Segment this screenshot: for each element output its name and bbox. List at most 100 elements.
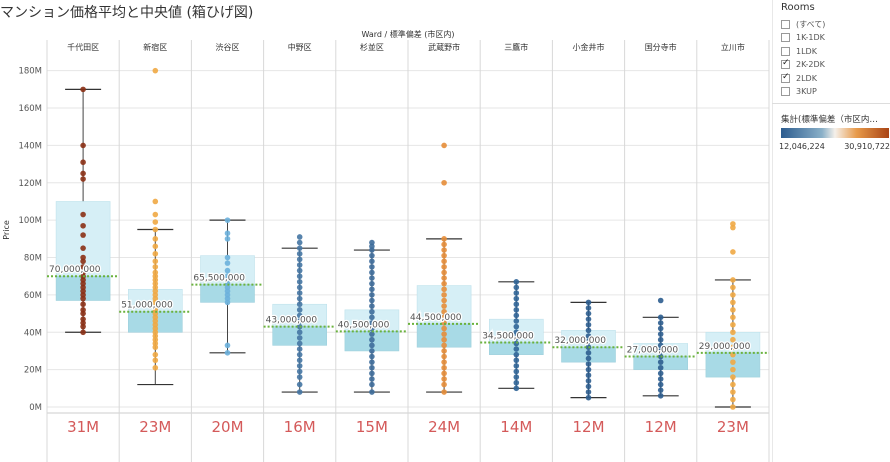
data-point	[585, 333, 592, 339]
data-point	[585, 372, 592, 379]
rooms-option[interactable]: 2K-2DK	[781, 58, 825, 71]
data-point	[296, 351, 303, 358]
data-point	[585, 316, 592, 322]
data-point	[441, 292, 447, 298]
rooms-option[interactable]: 1LDK	[781, 45, 817, 57]
color-legend-title: 集計(標準偏差（市区内…	[781, 115, 878, 125]
data-point	[369, 269, 375, 276]
data-point	[585, 355, 592, 362]
data-point	[296, 245, 303, 251]
data-point	[152, 67, 159, 74]
data-point	[80, 170, 86, 177]
data-point	[224, 217, 231, 223]
data-point	[730, 359, 736, 365]
data-point	[730, 224, 736, 231]
box-plot-chart: Ward / 標準偏差 (市区内) 0M 20M 40M 60M 80M 100M 120M 1…	[2, 29, 770, 462]
data-point	[441, 308, 447, 315]
y-tick-label: 80M	[24, 254, 42, 264]
std-label: 16M	[284, 418, 316, 436]
data-point	[296, 389, 303, 395]
data-point	[224, 254, 231, 261]
data-point	[152, 351, 159, 358]
std-label: 15M	[356, 418, 388, 436]
checkbox[interactable]	[781, 19, 790, 29]
rooms-option-label: (すべて)	[796, 19, 826, 29]
checkbox[interactable]	[781, 58, 790, 69]
data-point	[369, 247, 375, 253]
data-point	[369, 286, 375, 293]
data-point	[152, 236, 159, 242]
data-point	[369, 348, 375, 354]
data-point	[296, 340, 303, 347]
data-point	[80, 323, 86, 330]
ward-header: 小金井市	[573, 42, 605, 52]
data-point	[730, 374, 736, 380]
data-point	[657, 320, 664, 326]
data-point	[730, 307, 736, 313]
data-point	[657, 376, 664, 382]
data-point	[441, 314, 447, 321]
data-point	[441, 179, 447, 186]
data-point	[513, 385, 520, 392]
data-point	[369, 376, 375, 382]
data-point	[296, 374, 303, 380]
data-point	[441, 325, 447, 332]
column-header: Ward / 標準偏差 (市区内)	[361, 29, 454, 39]
checkbox[interactable]	[781, 33, 790, 42]
data-point	[369, 308, 375, 315]
data-point	[152, 258, 159, 265]
data-point	[441, 389, 447, 395]
data-point	[657, 331, 664, 337]
data-point	[369, 292, 375, 298]
rooms-option-label: 2LDK	[796, 73, 817, 83]
data-point	[657, 387, 664, 393]
data-point	[369, 303, 375, 309]
data-point	[730, 336, 736, 343]
rooms-filter-title: Rooms	[781, 2, 815, 13]
data-point	[730, 404, 736, 410]
data-point	[296, 239, 303, 246]
data-point	[224, 299, 231, 306]
y-axis-label: Price	[2, 220, 11, 240]
data-point	[513, 312, 520, 319]
data-point	[585, 299, 592, 306]
rooms-option[interactable]: 3KUP	[781, 86, 817, 98]
data-point	[441, 252, 447, 259]
data-point	[441, 342, 447, 349]
data-point	[441, 241, 447, 248]
data-point	[441, 247, 447, 253]
data-point	[369, 364, 375, 371]
rooms-option[interactable]: 2LDK	[781, 72, 817, 84]
data-point	[152, 357, 159, 364]
data-point	[513, 363, 520, 369]
data-point	[657, 370, 664, 377]
data-point	[513, 346, 520, 352]
checkbox[interactable]	[781, 72, 790, 83]
data-point	[152, 243, 159, 250]
data-point	[730, 314, 736, 321]
data-point	[513, 279, 520, 285]
checkbox[interactable]	[781, 46, 790, 56]
data-point	[730, 366, 736, 373]
rooms-option[interactable]: (すべて)	[781, 18, 825, 30]
y-tick-label: 140M	[18, 141, 42, 151]
data-point	[513, 379, 520, 386]
y-tick-label: 120M	[18, 179, 42, 189]
data-point	[585, 305, 592, 311]
data-point	[296, 250, 303, 257]
data-point	[441, 336, 447, 343]
data-point	[296, 381, 303, 388]
data-point	[296, 234, 303, 240]
ward-header: 千代田区	[67, 42, 99, 52]
data-point	[369, 370, 375, 377]
data-point	[296, 335, 303, 341]
rooms-option[interactable]: 1K-1DK	[781, 32, 825, 44]
side-panel: Rooms (すべて) 1K-1DK 1LDK 2K-2DK 2LDK 3KUP 集計(標…	[772, 0, 890, 462]
data-point	[657, 348, 664, 354]
checkbox[interactable]	[781, 87, 790, 96]
data-point	[152, 219, 159, 225]
data-point	[585, 383, 592, 390]
data-point	[441, 331, 447, 337]
std-label: 14M	[500, 418, 532, 436]
data-point	[296, 329, 303, 336]
